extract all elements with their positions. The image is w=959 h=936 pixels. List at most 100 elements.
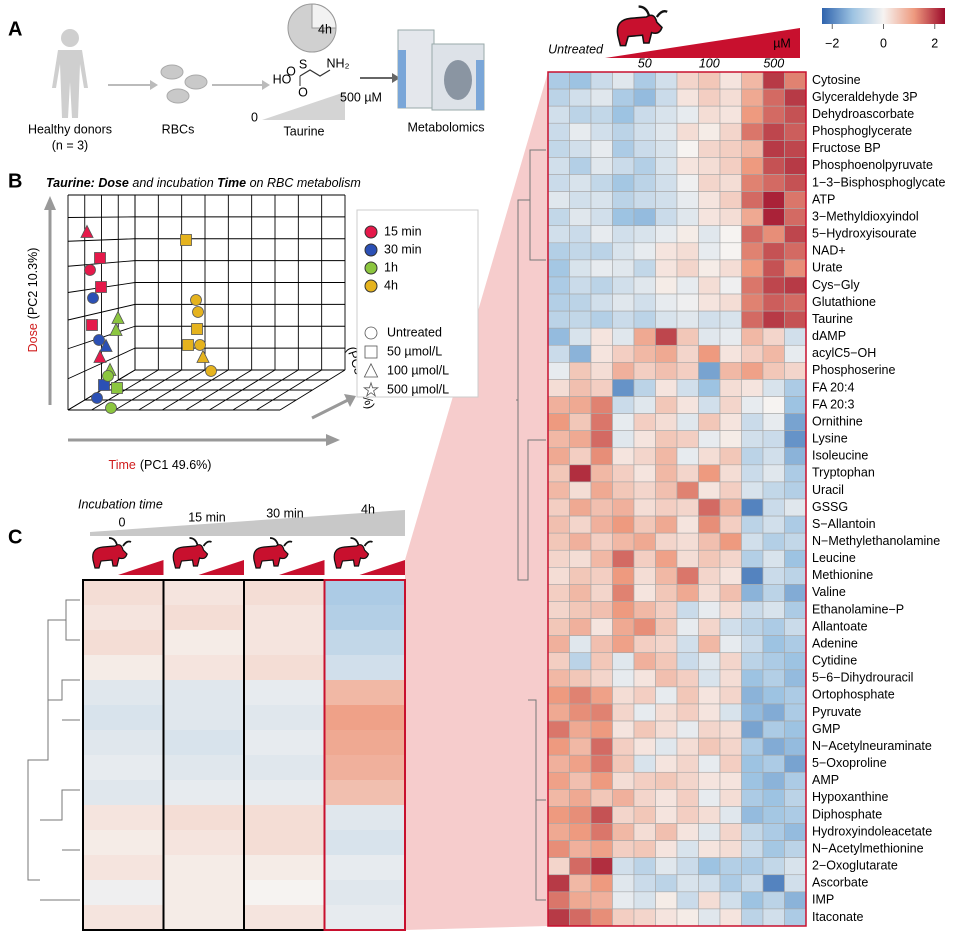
bull-body	[253, 544, 289, 569]
unit-label: µM	[773, 36, 791, 50]
heat-cell	[741, 532, 764, 551]
heat-cell	[698, 293, 721, 312]
pca-point	[86, 319, 98, 331]
heat-cell	[569, 567, 592, 585]
heat-cell	[784, 88, 807, 107]
heat-cell	[612, 515, 635, 534]
heat-cell	[676, 498, 699, 517]
heat-cell	[741, 344, 764, 363]
heat-cell	[698, 327, 721, 346]
heat-cell	[741, 789, 764, 807]
heat-cell	[612, 703, 635, 722]
row-label: FA 20:4	[812, 380, 854, 394]
heat-cell	[676, 789, 699, 807]
heat-cell	[569, 737, 592, 756]
heat-cell	[612, 823, 635, 841]
grid-line	[91, 369, 159, 411]
heat-cell	[655, 413, 678, 431]
heat-cell	[698, 481, 721, 500]
row-label: Uracil	[812, 483, 844, 497]
heat-cell	[719, 259, 742, 278]
row-label: Ornithine	[812, 414, 863, 428]
heat-cell	[547, 840, 570, 858]
heat-cell	[163, 655, 245, 681]
heat-cell	[676, 464, 699, 483]
row-label: Taurine	[812, 312, 853, 326]
heat-cell	[324, 755, 406, 781]
heat-cell	[612, 379, 635, 397]
time-title: Incubation time	[78, 497, 163, 511]
row-label: Cytosine	[812, 73, 861, 87]
axis-arrow	[44, 196, 56, 210]
row-label: 5−6−Dihydrouracil	[812, 671, 913, 685]
heat-cell	[762, 498, 785, 517]
heat-cell	[655, 157, 678, 175]
heat-cell	[698, 157, 721, 175]
heat-cell	[741, 840, 764, 858]
heat-cell	[698, 754, 721, 773]
heat-cell	[741, 174, 764, 192]
heat-cell	[633, 515, 656, 534]
heat-cell	[676, 242, 699, 261]
time-label: 30 min	[266, 506, 304, 520]
heat-cell	[655, 737, 678, 756]
legend-swatch	[364, 261, 378, 275]
heat-cell	[244, 655, 325, 681]
heat-cell	[612, 737, 635, 756]
heat-cell	[676, 874, 699, 893]
pca-point	[180, 234, 192, 246]
heat-cell	[547, 310, 570, 329]
heat-cell	[569, 293, 592, 312]
heat-cell	[633, 601, 656, 619]
heat-cell	[612, 276, 635, 295]
heat-cell	[784, 447, 807, 466]
dose-wedge	[198, 560, 244, 575]
heat-cell	[547, 532, 570, 551]
row-label: N−Acetylneuraminate	[812, 739, 932, 753]
heat-cell	[741, 225, 764, 244]
heat-cell	[612, 140, 635, 158]
heat-cell	[590, 379, 613, 397]
heat-cell	[633, 754, 656, 773]
heat-cell	[633, 737, 656, 756]
heat-cell	[698, 344, 721, 363]
heat-cell	[719, 105, 742, 124]
heat-cell	[676, 481, 699, 500]
heat-cell	[698, 515, 721, 534]
pca-point	[80, 224, 94, 238]
heat-cell	[633, 191, 656, 209]
heat-cell	[244, 580, 325, 606]
heat-cell	[762, 635, 785, 654]
dose-label: 50	[638, 56, 652, 70]
pca-point	[190, 294, 202, 306]
heat-cell	[741, 122, 764, 141]
panel-b-title: Taurine: Dose and incubation Time on RBC…	[46, 176, 361, 190]
heat-cell	[569, 310, 592, 329]
dose-max: 500 µM	[340, 90, 382, 104]
heat-cell	[569, 191, 592, 209]
heat-cell	[676, 584, 699, 602]
time-label: 4h	[361, 502, 375, 516]
heat-cell	[612, 857, 635, 876]
time-label: 15 min	[188, 510, 226, 524]
row-label: Glyceraldehyde 3P	[812, 90, 918, 104]
bull-icon	[253, 537, 293, 569]
heat-cell	[762, 225, 785, 244]
heat-cell	[547, 105, 570, 124]
heat-cell	[633, 635, 656, 654]
heat-cell	[698, 208, 721, 227]
heat-cell	[698, 737, 721, 756]
heat-cell	[719, 720, 742, 739]
heat-cell	[741, 806, 764, 824]
heat-cell	[569, 481, 592, 500]
heat-cell	[569, 515, 592, 534]
heat-cell	[244, 830, 325, 856]
heat-cell	[784, 157, 807, 175]
heat-cell	[590, 464, 613, 483]
heat-cell	[569, 174, 592, 192]
heat-cell	[590, 481, 613, 500]
heat-cell	[741, 310, 764, 329]
heat-cell	[698, 703, 721, 722]
heat-cell	[324, 730, 406, 756]
heat-cell	[547, 771, 570, 790]
